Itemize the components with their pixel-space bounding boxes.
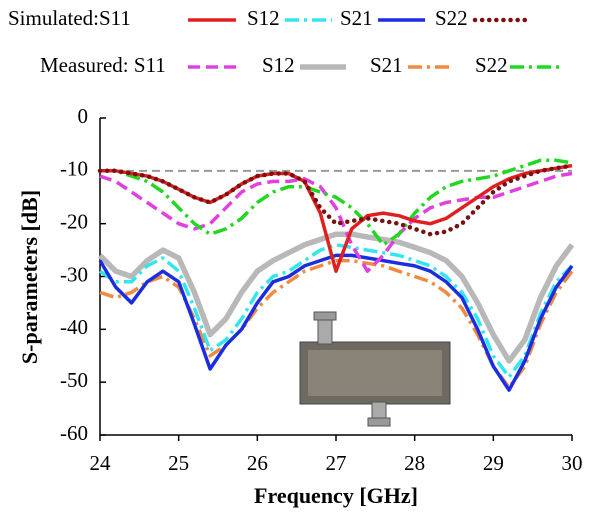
legend-label: S21 (340, 6, 373, 30)
legend-label: Measured: S11 (40, 53, 166, 77)
y-tick-label: -30 (60, 262, 88, 286)
x-tick-label: 26 (247, 451, 268, 475)
series-line (98, 231, 575, 364)
x-tick-label: 28 (404, 451, 425, 475)
x-tick-label: 30 (562, 451, 583, 475)
legend-label: S12 (262, 53, 295, 77)
y-tick-label: -40 (60, 315, 88, 339)
y-tick-label: -10 (60, 157, 88, 181)
x-axis-title: Frequency [GHz] (254, 483, 418, 508)
x-tick-label: 27 (326, 451, 347, 475)
x-tick-label: 25 (168, 451, 189, 475)
series-line (100, 163, 573, 273)
series-line (97, 163, 575, 237)
y-tick-label: -60 (60, 421, 88, 445)
y-tick-label: -20 (60, 209, 88, 233)
legend-label: S21 (370, 53, 403, 77)
x-tick-label: 29 (483, 451, 504, 475)
y-axis-title: S-parameters [dB] (17, 190, 42, 364)
series-line (99, 243, 574, 379)
legend-label: S12 (247, 6, 280, 30)
y-tick-label: -50 (60, 368, 88, 392)
series-line (99, 171, 573, 273)
series-line (98, 253, 574, 392)
series-line (100, 158, 573, 247)
y-tick-label: 0 (78, 104, 89, 128)
legend-label: S22 (435, 6, 468, 30)
legend-label: Simulated:S11 (8, 6, 131, 30)
series-line (99, 258, 574, 390)
inset-photo (299, 311, 451, 427)
x-tick-label: 24 (90, 451, 112, 475)
legend-label: S22 (475, 53, 508, 77)
